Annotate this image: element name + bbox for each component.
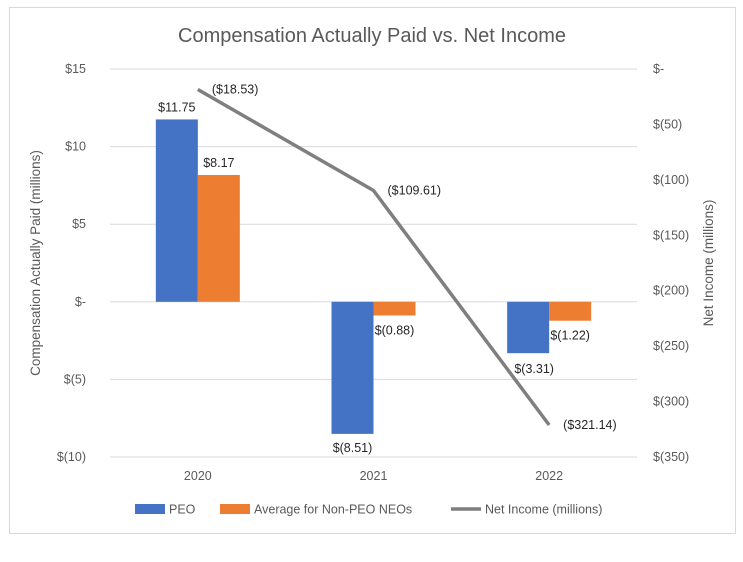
net-income-data-label: ($109.61) (388, 184, 442, 198)
right-tick-label: $(250) (653, 339, 689, 353)
x-axis-categories: 2020 2021 2022 (184, 469, 563, 483)
left-tick-label: $5 (72, 217, 86, 231)
left-axis-title: Compensation Actually Paid (millions) (28, 150, 43, 376)
right-tick-label: $(300) (653, 395, 689, 409)
x-category-label: 2020 (184, 469, 212, 483)
right-tick-label: $(200) (653, 284, 689, 298)
chart-frame: Compensation Actually Paid vs. Net Incom… (9, 7, 736, 534)
left-tick-label: $10 (65, 140, 86, 154)
bar-data-label: $(8.51) (333, 441, 373, 455)
left-tick-label: $(5) (64, 372, 86, 386)
legend-swatch (220, 504, 250, 514)
x-category-label: 2022 (535, 469, 563, 483)
legend: PEO Average for Non-PEO NEOs Net Income (m… (135, 503, 602, 517)
bar-non-peo-neos-2022 (549, 301, 592, 321)
right-tick-label: $(350) (653, 450, 689, 464)
legend-label: Average for Non-PEO NEOs (254, 503, 412, 517)
left-tick-label: $(10) (57, 450, 86, 464)
right-tick-label: $(100) (653, 173, 689, 187)
right-tick-label: $(150) (653, 228, 689, 242)
bar-data-label: $(1.22) (550, 329, 590, 343)
bar-non-peo-neos-2020 (197, 175, 240, 302)
right-tick-label: $- (653, 62, 664, 76)
left-tick-label: $15 (65, 62, 86, 76)
legend-label: PEO (169, 503, 196, 517)
bar-data-label: $11.75 (158, 100, 195, 114)
chart-title: Compensation Actually Paid vs. Net Incom… (178, 25, 566, 47)
bar-data-label: $(0.88) (375, 323, 415, 337)
bar-non-peo-neos-2021 (373, 301, 416, 316)
right-axis-ticks: $- $(50) $(100) $(150) $(200) $(250) $(300) $(3… (653, 62, 689, 464)
legend-label: Net Income (millions) (485, 503, 602, 517)
bar-data-label: $(3.31) (514, 362, 554, 376)
bar-peo-2021 (331, 301, 374, 434)
left-axis-ticks: $15 $10 $5 $- $(5) $(10) (57, 62, 86, 464)
right-axis-title: Net Income (millions) (701, 200, 716, 327)
bar-series: $11.75 $(8.51) $(3.31) $8.17 $(0.88) $(1.22) (155, 100, 592, 455)
net-income-data-label: ($18.53) (212, 83, 259, 97)
legend-swatch (135, 504, 165, 514)
bar-peo-2022 (507, 301, 550, 354)
x-category-label: 2021 (360, 469, 388, 483)
left-tick-label: $- (75, 295, 86, 309)
right-tick-label: $(50) (653, 117, 682, 131)
net-income-line-series: ($18.53) ($109.61) ($321.14) (196, 83, 617, 432)
bar-peo-2020 (155, 119, 198, 302)
net-income-data-label: ($321.14) (563, 418, 617, 432)
bar-data-label: $8.17 (203, 156, 234, 170)
chart-canvas: Compensation Actually Paid vs. Net Incom… (28, 25, 716, 517)
